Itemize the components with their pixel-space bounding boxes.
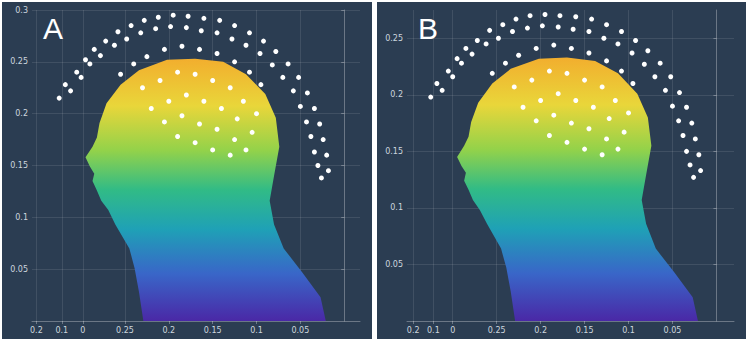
svg-text:0.1: 0.1 bbox=[250, 326, 263, 335]
svg-text:A: A bbox=[43, 12, 63, 45]
svg-text:0.3: 0.3 bbox=[15, 6, 28, 15]
svg-text:0.2: 0.2 bbox=[162, 326, 175, 335]
svg-text:0.2: 0.2 bbox=[407, 326, 420, 335]
svg-text:0.1: 0.1 bbox=[622, 326, 635, 335]
svg-text:0.1: 0.1 bbox=[390, 203, 403, 212]
svg-text:0.15: 0.15 bbox=[385, 147, 403, 156]
svg-text:0.25: 0.25 bbox=[116, 326, 134, 335]
svg-text:0.1: 0.1 bbox=[427, 326, 440, 335]
svg-text:0.05: 0.05 bbox=[10, 265, 28, 274]
svg-text:0.05: 0.05 bbox=[385, 260, 403, 269]
svg-text:0.1: 0.1 bbox=[55, 326, 68, 335]
svg-text:0.2: 0.2 bbox=[15, 109, 28, 118]
svg-text:0.1: 0.1 bbox=[15, 213, 28, 222]
svg-text:0: 0 bbox=[450, 326, 455, 335]
svg-text:0.25: 0.25 bbox=[10, 57, 28, 66]
svg-text:0.05: 0.05 bbox=[291, 326, 309, 335]
svg-text:0.25: 0.25 bbox=[385, 34, 403, 43]
svg-text:0.2: 0.2 bbox=[30, 326, 43, 335]
svg-text:0.2: 0.2 bbox=[534, 326, 547, 335]
svg-text:0.15: 0.15 bbox=[576, 326, 594, 335]
svg-text:B: B bbox=[418, 12, 438, 45]
svg-text:0.15: 0.15 bbox=[10, 161, 28, 170]
svg-text:0.2: 0.2 bbox=[390, 90, 403, 99]
svg-text:0.05: 0.05 bbox=[664, 326, 682, 335]
svg-text:0: 0 bbox=[80, 326, 85, 335]
svg-text:0.15: 0.15 bbox=[204, 326, 222, 335]
svg-text:0.25: 0.25 bbox=[488, 326, 506, 335]
